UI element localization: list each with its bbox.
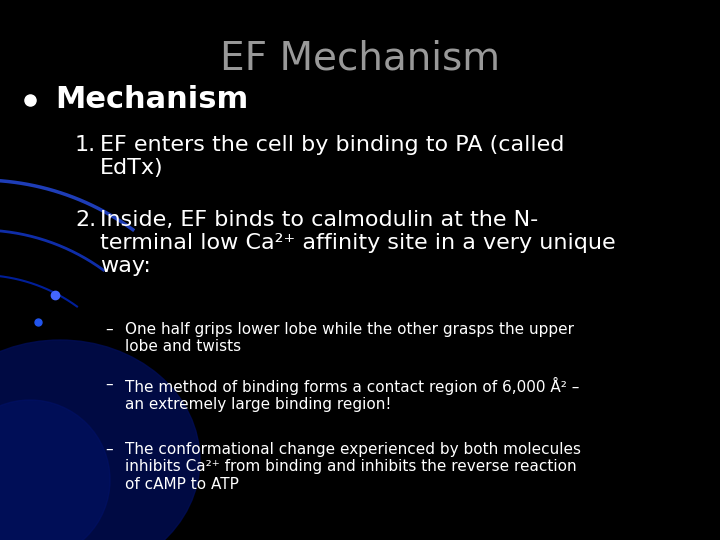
Text: –: – [105, 377, 112, 392]
Text: Inside, EF binds to calmodulin at the N-
terminal low Ca²⁺ affinity site in a ve: Inside, EF binds to calmodulin at the N-… [100, 210, 616, 276]
Text: –: – [105, 322, 112, 337]
Text: EF Mechanism: EF Mechanism [220, 40, 500, 78]
Text: EF enters the cell by binding to PA (called
EdTx): EF enters the cell by binding to PA (cal… [100, 135, 564, 178]
Ellipse shape [0, 400, 110, 540]
Text: 2.: 2. [75, 210, 96, 230]
Text: The method of binding forms a contact region of 6,000 Å² –
an extremely large bi: The method of binding forms a contact re… [125, 377, 580, 413]
Text: 1.: 1. [75, 135, 96, 155]
Ellipse shape [0, 340, 200, 540]
Text: –: – [105, 442, 112, 457]
Text: Mechanism: Mechanism [55, 85, 248, 114]
Text: One half grips lower lobe while the other grasps the upper
lobe and twists: One half grips lower lobe while the othe… [125, 322, 574, 354]
Text: The conformational change experienced by both molecules
inhibits Ca²⁺ from bindi: The conformational change experienced by… [125, 442, 581, 492]
